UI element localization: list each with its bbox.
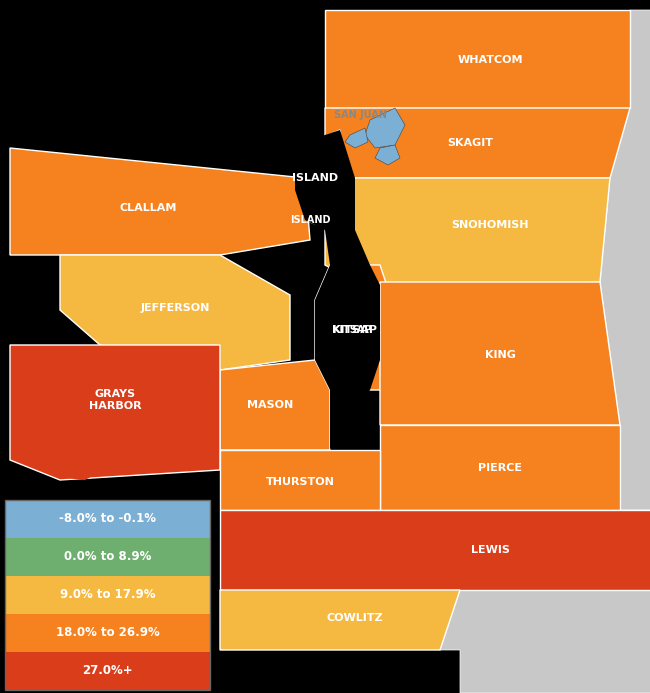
Text: 0.0% to 8.9%: 0.0% to 8.9% xyxy=(64,550,151,563)
Polygon shape xyxy=(440,10,650,693)
Text: SAN JUAN: SAN JUAN xyxy=(333,110,387,120)
Polygon shape xyxy=(220,590,460,650)
Text: ISLAND: ISLAND xyxy=(292,173,338,183)
Text: -8.0% to -0.1%: -8.0% to -0.1% xyxy=(59,513,156,525)
Polygon shape xyxy=(380,282,620,425)
FancyBboxPatch shape xyxy=(5,614,210,652)
Polygon shape xyxy=(315,265,390,390)
Text: COWLITZ: COWLITZ xyxy=(327,613,383,623)
Text: ISLAND: ISLAND xyxy=(290,215,330,225)
Polygon shape xyxy=(220,450,380,510)
Text: 9.0% to 17.9%: 9.0% to 17.9% xyxy=(60,588,155,602)
Text: 27.0%+: 27.0%+ xyxy=(82,665,133,678)
Text: CLALLAM: CLALLAM xyxy=(120,203,177,213)
FancyBboxPatch shape xyxy=(5,652,210,690)
Text: WHATCOM: WHATCOM xyxy=(457,55,523,65)
Text: SKAGIT: SKAGIT xyxy=(447,138,493,148)
Polygon shape xyxy=(375,145,400,165)
Polygon shape xyxy=(10,148,310,255)
Polygon shape xyxy=(325,108,630,178)
Polygon shape xyxy=(325,178,610,295)
Polygon shape xyxy=(295,130,345,230)
Text: GRAYS
HARBOR: GRAYS HARBOR xyxy=(88,389,141,411)
FancyBboxPatch shape xyxy=(5,538,210,576)
Polygon shape xyxy=(345,128,368,148)
Polygon shape xyxy=(10,345,220,480)
Text: JEFFERSON: JEFFERSON xyxy=(140,303,210,313)
Text: SNOHOMISH: SNOHOMISH xyxy=(451,220,528,230)
Text: LEWIS: LEWIS xyxy=(471,545,510,555)
Text: KITSAP: KITSAP xyxy=(333,325,378,335)
Polygon shape xyxy=(295,130,380,450)
Polygon shape xyxy=(60,255,290,370)
Polygon shape xyxy=(325,10,630,108)
FancyBboxPatch shape xyxy=(5,500,210,538)
FancyBboxPatch shape xyxy=(5,576,210,614)
Text: KITSAP: KITSAP xyxy=(332,325,372,335)
Text: KING: KING xyxy=(484,350,515,360)
Polygon shape xyxy=(60,462,100,480)
Text: THURSTON: THURSTON xyxy=(266,477,335,487)
Polygon shape xyxy=(365,108,405,148)
Polygon shape xyxy=(380,425,620,510)
Polygon shape xyxy=(220,510,650,590)
Polygon shape xyxy=(220,360,330,450)
Text: MASON: MASON xyxy=(247,400,293,410)
Text: PIERCE: PIERCE xyxy=(478,463,522,473)
Text: 18.0% to 26.9%: 18.0% to 26.9% xyxy=(56,626,159,640)
